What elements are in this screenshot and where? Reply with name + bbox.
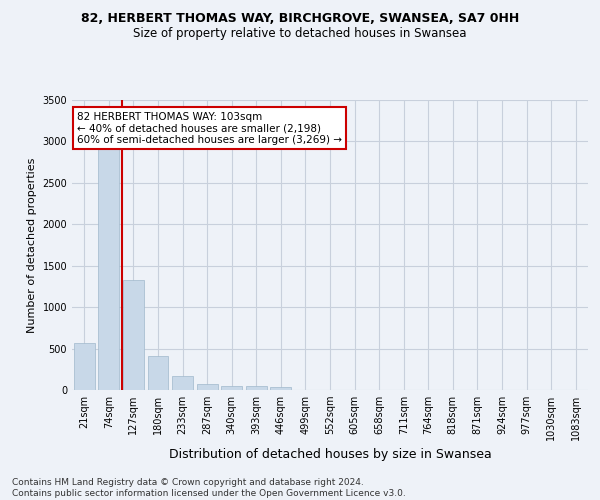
Text: Size of property relative to detached houses in Swansea: Size of property relative to detached ho… [133, 28, 467, 40]
Bar [246, 386, 267, 390]
Text: 82, HERBERT THOMAS WAY, BIRCHGROVE, SWANSEA, SA7 0HH: 82, HERBERT THOMAS WAY, BIRCHGROVE, SWAN… [81, 12, 519, 26]
Bar [74, 343, 95, 390]
Bar [197, 384, 218, 390]
X-axis label: Distribution of detached houses by size in Swansea: Distribution of detached houses by size … [169, 448, 491, 462]
Text: Contains HM Land Registry data © Crown copyright and database right 2024.
Contai: Contains HM Land Registry data © Crown c… [12, 478, 406, 498]
Bar [98, 148, 119, 390]
Bar [123, 280, 144, 390]
Bar [172, 376, 193, 390]
Bar [148, 356, 169, 390]
Text: 82 HERBERT THOMAS WAY: 103sqm
← 40% of detached houses are smaller (2,198)
60% o: 82 HERBERT THOMAS WAY: 103sqm ← 40% of d… [77, 112, 342, 145]
Y-axis label: Number of detached properties: Number of detached properties [27, 158, 37, 332]
Bar [271, 386, 292, 390]
Bar [221, 386, 242, 390]
